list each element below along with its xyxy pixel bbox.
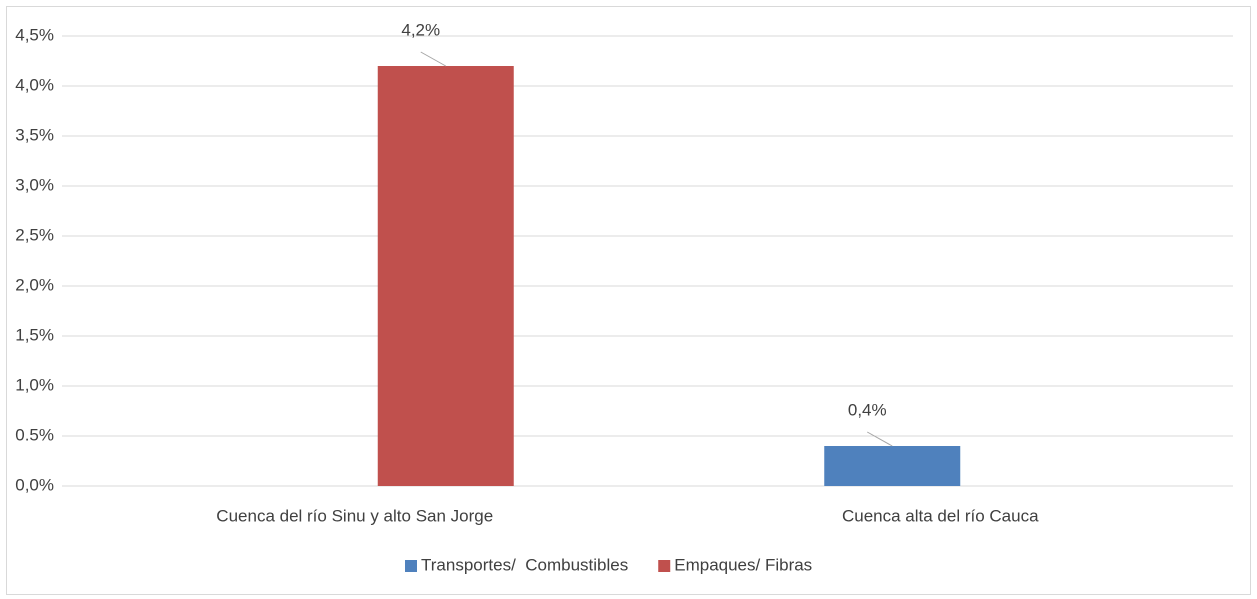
y-tick-label: 0,0% [15, 475, 54, 494]
x-tick-label: Cuenca del río Sinu y alto San Jorge [216, 506, 493, 525]
y-tick-label: 1,5% [15, 325, 54, 344]
y-tick-label: 1,0% [15, 375, 54, 394]
label-leader [420, 51, 446, 67]
legend-swatch [405, 560, 417, 572]
y-tick-label: 4,0% [15, 75, 54, 94]
y-tick-label: 2,5% [15, 225, 54, 244]
y-tick-label: 0.5% [15, 425, 54, 444]
y-tick-label: 3,0% [15, 175, 54, 194]
x-tick-label: Cuenca alta del río Cauca [842, 506, 1039, 525]
y-tick-label: 2,0% [15, 275, 54, 294]
bar [824, 446, 961, 486]
bar [377, 66, 514, 486]
legend-swatch [658, 560, 671, 572]
data-label: 4,2% [401, 20, 440, 39]
y-tick-label: 4,5% [15, 25, 54, 44]
y-tick-label: 3,5% [15, 125, 54, 144]
label-leader [867, 431, 893, 447]
data-label: 0,4% [848, 400, 887, 419]
chart-border [6, 6, 1251, 595]
legend-label: Empaques/ Fibras [674, 555, 812, 574]
legend-label: Transportes/ Combustibles [421, 555, 628, 574]
